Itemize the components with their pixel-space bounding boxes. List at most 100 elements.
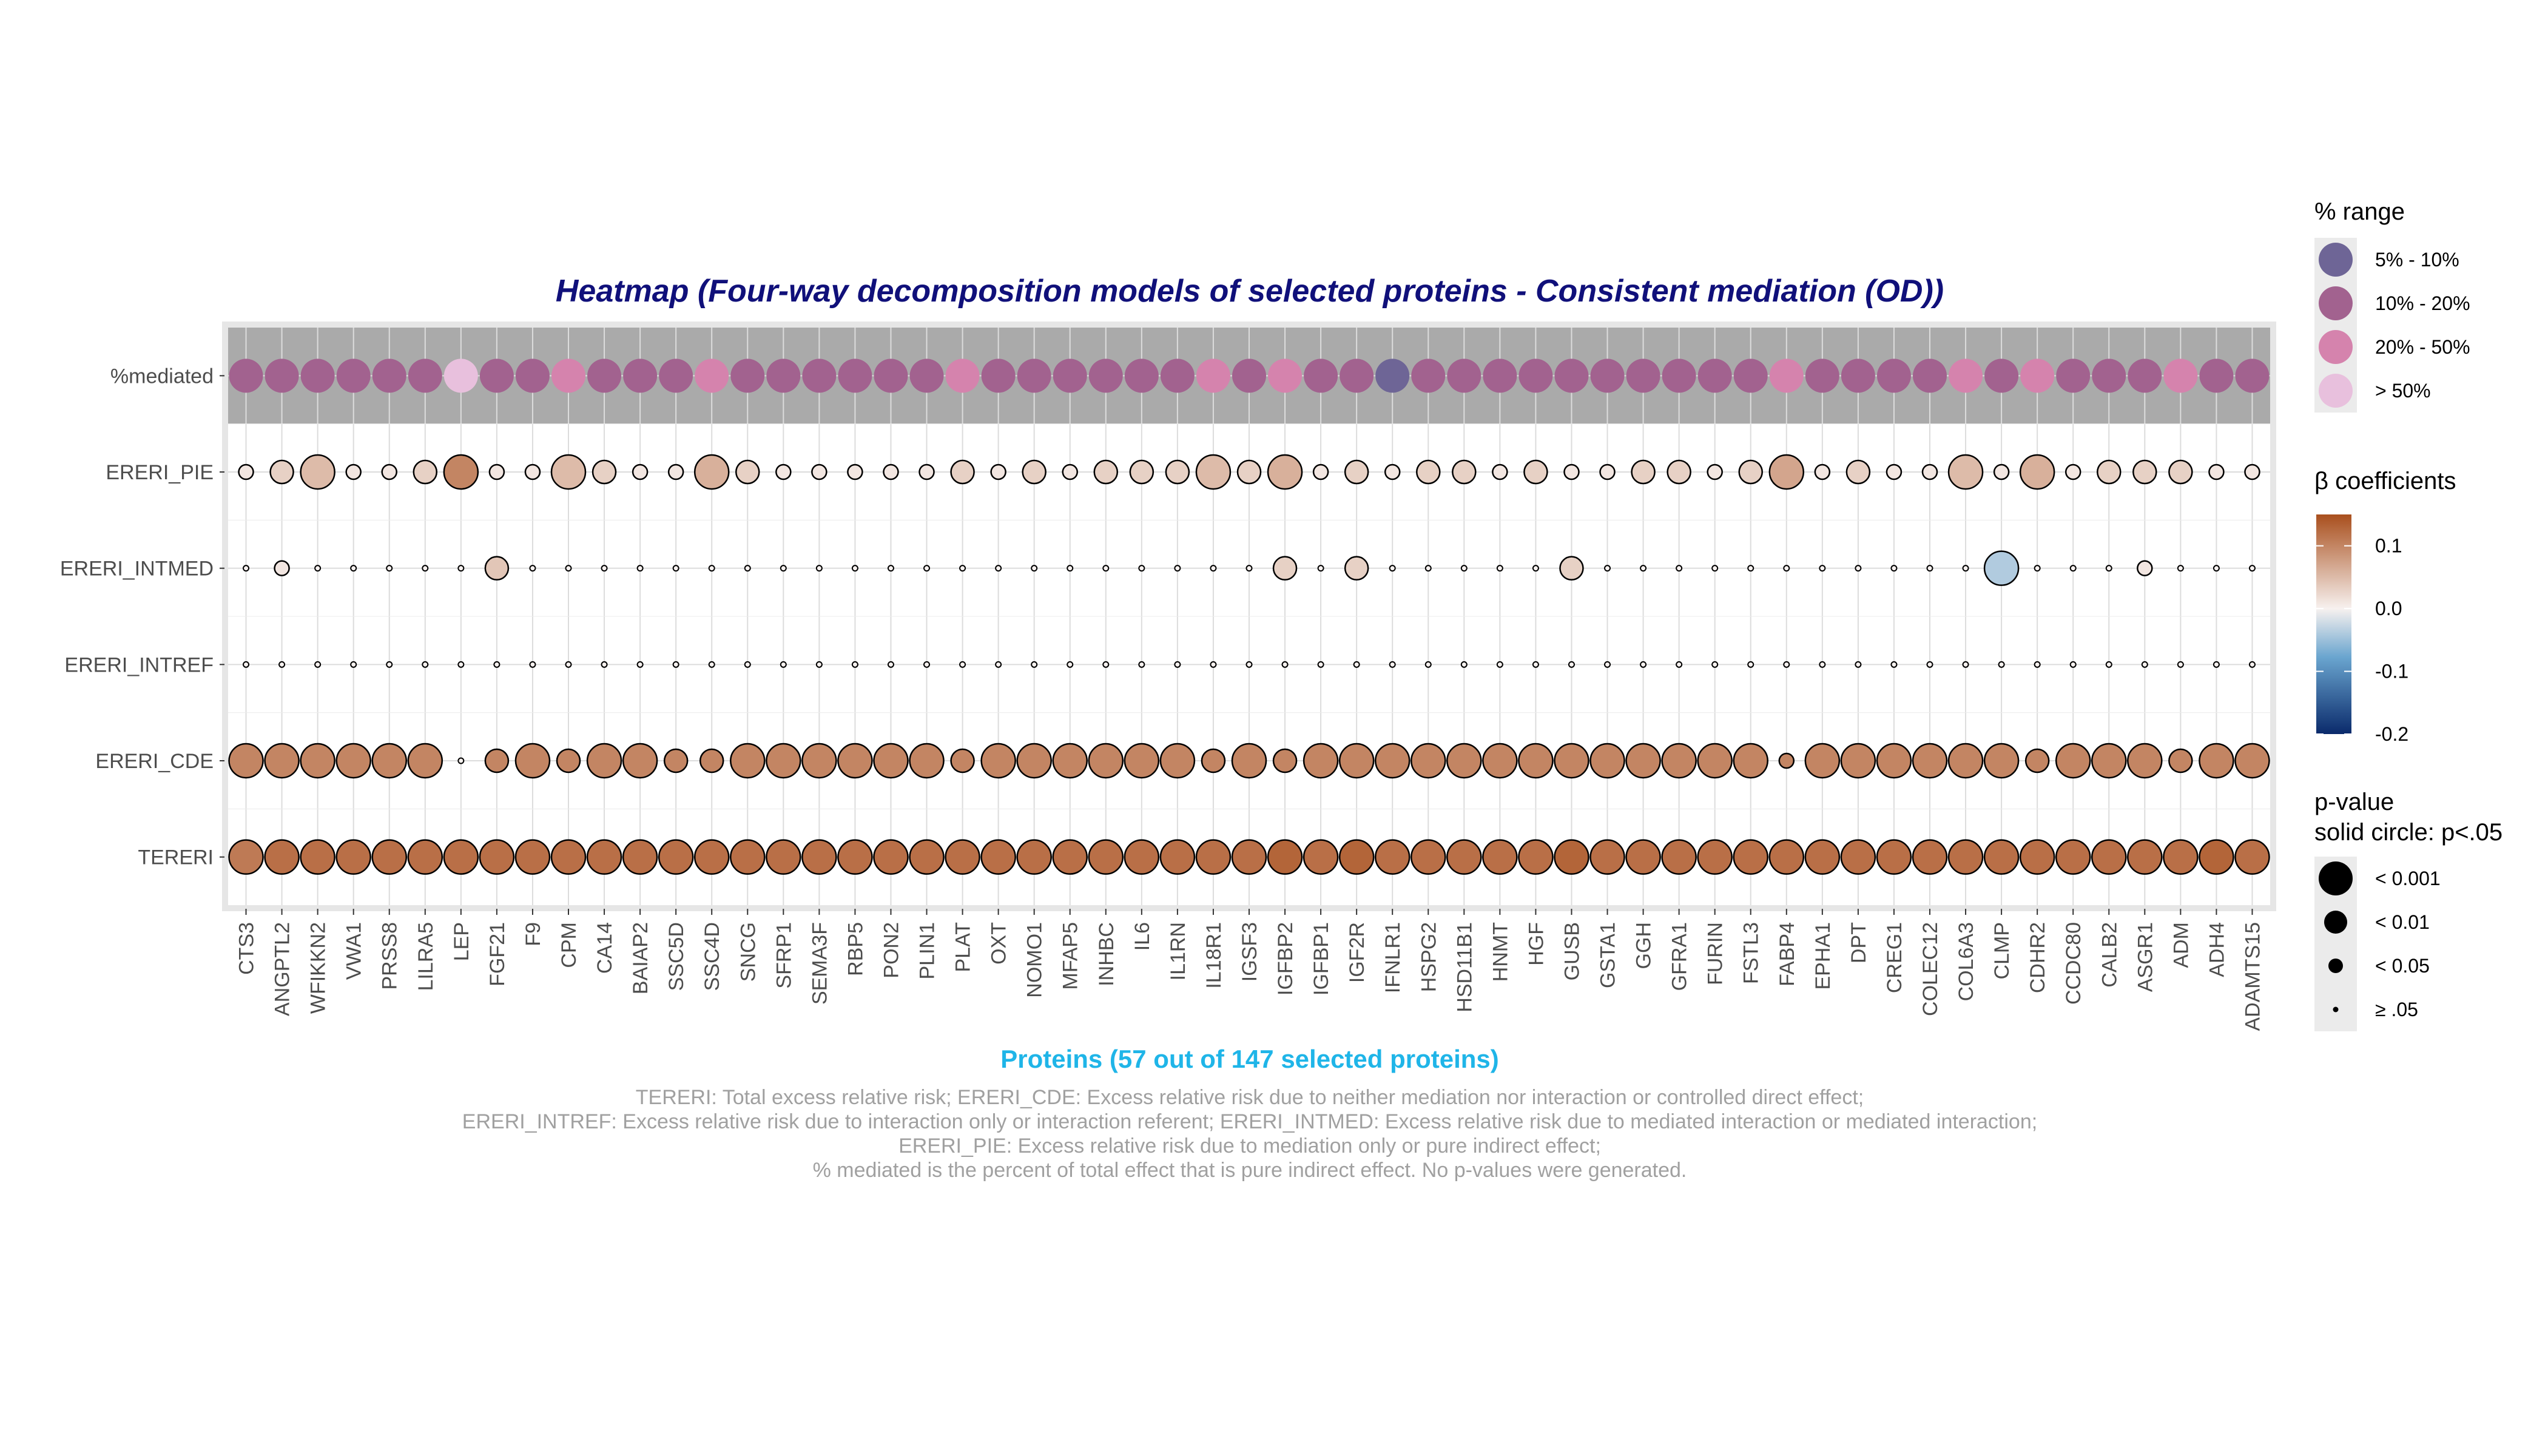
effect-point [300, 454, 335, 490]
x-tick-label: SEMA3F [808, 922, 831, 1005]
mediated-point [479, 359, 514, 393]
effect-point [1890, 565, 1898, 572]
x-tick-label: WFIKKN2 [307, 922, 330, 1014]
colorbar-tick-label: -0.2 [2375, 723, 2408, 745]
effect-point [350, 661, 357, 668]
x-tick-label: COLEC12 [1919, 922, 1942, 1016]
effect-point [1174, 565, 1181, 572]
legend-p-subtitle: solid circle: p<.05 [2314, 819, 2502, 846]
effect-point [1174, 661, 1181, 668]
effect-point [2213, 661, 2220, 668]
effect-point [1707, 463, 1723, 480]
mediated-point [2020, 359, 2055, 393]
effect-point [1353, 661, 1360, 668]
effect-point [837, 839, 873, 875]
effect-point [1267, 454, 1303, 490]
effect-point [775, 463, 792, 480]
effect-point [1312, 463, 1329, 480]
legend-range-swatch [2319, 286, 2353, 320]
mediated-point [1447, 359, 1481, 393]
x-tick-label: HNMT [1489, 922, 1512, 982]
effect-point [2127, 839, 2163, 875]
legend-beta-coefficients: β coefficients 0.1 0.0 -0.1 -0.2 [2314, 468, 2456, 745]
effect-point [1912, 743, 1948, 779]
effect-point [1446, 743, 1482, 779]
x-tick-label: CCDC80 [2062, 922, 2085, 1005]
legend-range-title: % range [2314, 198, 2405, 225]
effect-point [1768, 839, 1805, 875]
x-tick-label: ADAMTS15 [2241, 922, 2264, 1031]
mediated-point [1088, 359, 1123, 393]
x-tick-label: CDHR2 [2026, 922, 2049, 993]
row-label: ERERI_INTMED [60, 558, 214, 581]
mediated-point [1124, 359, 1159, 393]
x-tick-label: INHBC [1095, 922, 1118, 986]
mediated-point [1160, 359, 1195, 393]
x-tick-label: VWA1 [343, 922, 366, 980]
effect-point [1031, 661, 1038, 668]
effect-point [1819, 565, 1826, 572]
x-tick-label: ASGR1 [2134, 922, 2157, 992]
effect-point [2248, 661, 2256, 668]
effect-point [1962, 565, 1969, 572]
x-tick-label: IGFBP1 [1310, 922, 1333, 996]
row-label: TERERI [138, 846, 214, 869]
effect-point [887, 565, 894, 572]
effect-point [1410, 743, 1446, 779]
effect-point [730, 839, 766, 875]
effect-point [744, 565, 751, 572]
effect-point [1303, 839, 1339, 875]
heatmap-points [228, 359, 2270, 875]
effect-point [565, 661, 572, 668]
effect-point [2177, 565, 2184, 572]
effect-point [1281, 661, 1289, 668]
effect-point [995, 565, 1002, 572]
effect-point [2234, 839, 2270, 875]
mediated-point [587, 359, 622, 393]
effect-point [815, 565, 823, 572]
effect-point [601, 565, 608, 572]
mediated-point [1913, 359, 1947, 393]
effect-point [1210, 565, 1217, 572]
effect-point [1165, 459, 1190, 485]
x-tick-label: CTS3 [235, 922, 258, 975]
effect-point [524, 463, 541, 480]
effect-point [457, 661, 465, 668]
legend-range-swatch [2319, 243, 2353, 277]
x-tick-label: HSPG2 [1417, 922, 1440, 992]
effect-point [1022, 459, 1046, 485]
effect-point [766, 839, 801, 875]
x-tick-label: SSC4D [701, 922, 724, 991]
legend-p-title: p-value [2314, 789, 2394, 815]
row-labels: %mediated ERERI_PIE ERERI_INTMED ERERI_INTR… [60, 365, 224, 869]
effect-point [1640, 661, 1647, 668]
effect-point [1088, 839, 1124, 875]
effect-point [586, 743, 622, 779]
legend-p-label: ≥ .05 [2375, 999, 2418, 1020]
effect-point [699, 748, 724, 774]
effect-point [622, 743, 658, 779]
effect-point [1962, 661, 1969, 668]
effect-point [636, 565, 644, 572]
effect-point [1124, 839, 1160, 875]
effect-point [873, 839, 909, 875]
effect-point [1410, 839, 1446, 875]
mediated-point [1340, 359, 1374, 393]
effect-point [1267, 839, 1303, 875]
effect-point [1855, 661, 1862, 668]
x-tick-label: SSC5D [665, 922, 688, 991]
mediated-point [336, 359, 371, 393]
effect-point [1067, 565, 1074, 572]
effect-point [2244, 463, 2260, 480]
legend-beta-title: β coefficients [2314, 468, 2456, 494]
mediated-point [2199, 359, 2234, 393]
effect-point [1374, 743, 1410, 779]
effect-point [1317, 661, 1324, 668]
chart-caption: TERERI: Total excess relative risk; ERER… [462, 1086, 2037, 1182]
effect-point [1210, 661, 1217, 668]
effect-point [1667, 459, 1691, 485]
effect-point [730, 743, 766, 779]
x-tick-label: HGF [1525, 922, 1548, 966]
x-tick-label: LEP [450, 922, 473, 961]
